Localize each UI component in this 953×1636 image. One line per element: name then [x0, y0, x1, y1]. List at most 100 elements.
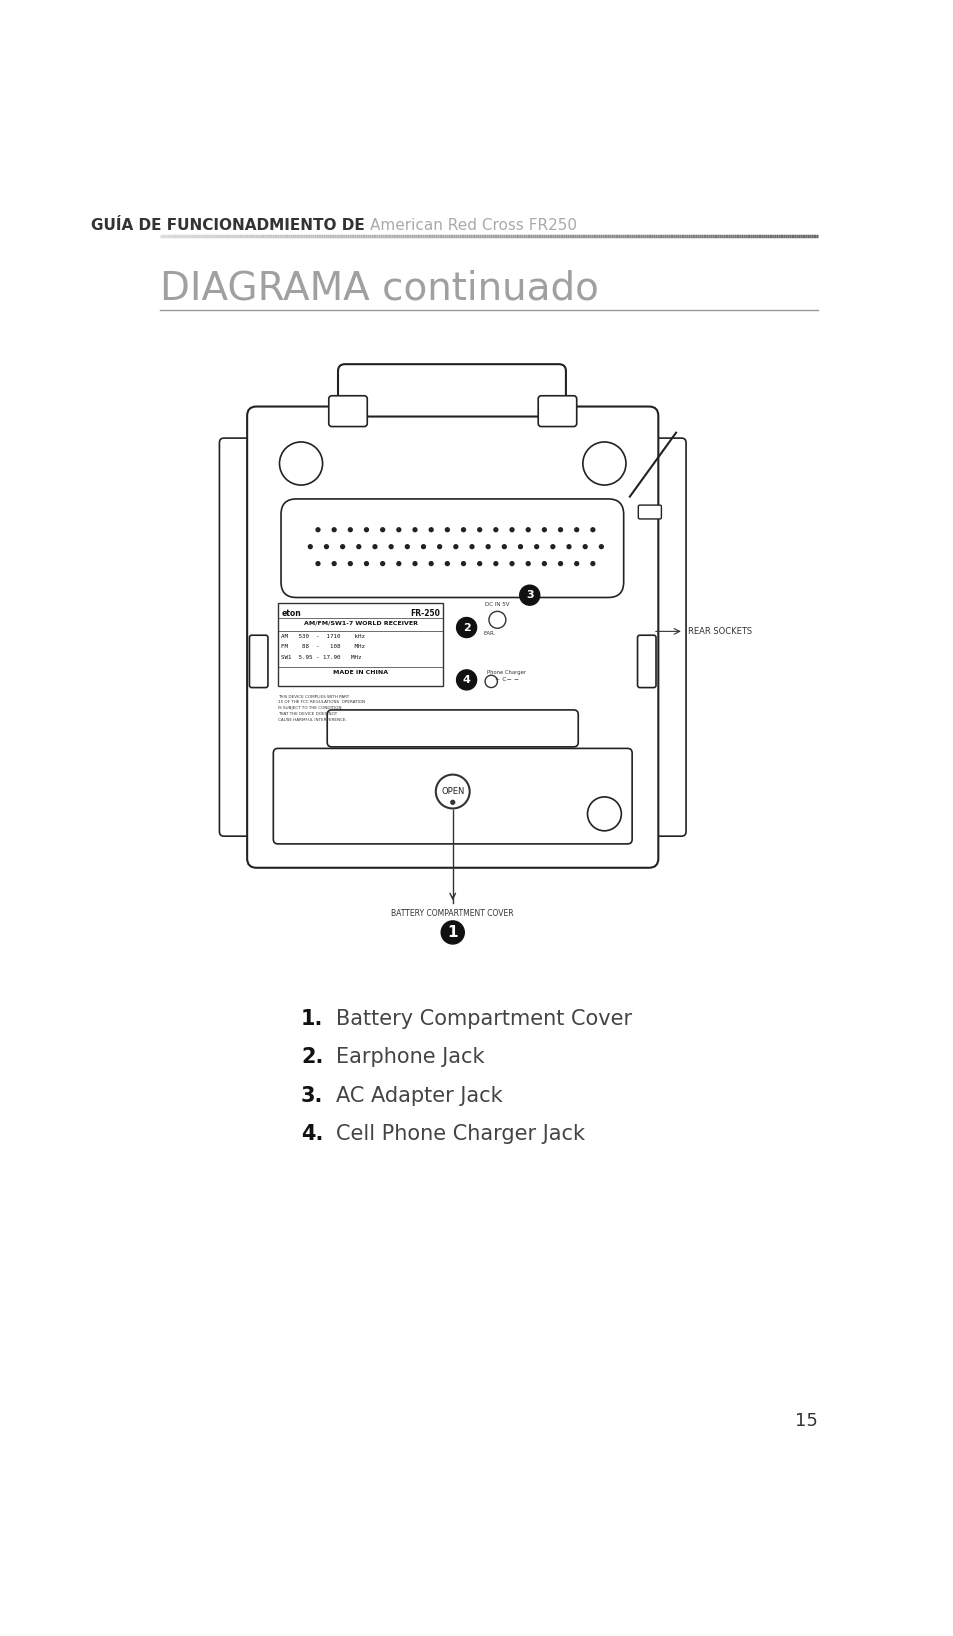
Circle shape: [558, 561, 562, 566]
Circle shape: [494, 561, 497, 566]
Circle shape: [389, 545, 393, 548]
Circle shape: [373, 545, 376, 548]
Text: 1.: 1.: [301, 1009, 323, 1029]
Circle shape: [484, 676, 497, 687]
Text: AM/FM/SW1-7 WORLD RECEIVER: AM/FM/SW1-7 WORLD RECEIVER: [303, 620, 417, 625]
Circle shape: [332, 528, 335, 532]
Text: 4: 4: [462, 676, 470, 685]
Circle shape: [456, 617, 476, 638]
Circle shape: [502, 545, 506, 548]
Circle shape: [535, 545, 538, 548]
Circle shape: [519, 586, 539, 605]
Text: Battery Compartment Cover: Battery Compartment Cover: [335, 1009, 631, 1029]
Circle shape: [574, 528, 578, 532]
Circle shape: [332, 561, 335, 566]
FancyBboxPatch shape: [337, 365, 565, 417]
Circle shape: [315, 561, 319, 566]
Bar: [277, 604, 443, 685]
Circle shape: [413, 528, 416, 532]
Circle shape: [421, 545, 425, 548]
FancyBboxPatch shape: [537, 396, 577, 427]
Circle shape: [526, 528, 530, 532]
Text: GUÍA DE FUNCIONADMIENTO DE: GUÍA DE FUNCIONADMIENTO DE: [91, 218, 365, 232]
Circle shape: [279, 442, 322, 484]
Circle shape: [477, 561, 481, 566]
Circle shape: [405, 545, 409, 548]
Circle shape: [461, 528, 465, 532]
Text: EAR.: EAR.: [483, 631, 496, 636]
Circle shape: [340, 545, 344, 548]
Circle shape: [510, 561, 514, 566]
Text: 1: 1: [447, 924, 457, 941]
Text: Cell Phone Charger Jack: Cell Phone Charger Jack: [335, 1124, 584, 1144]
Circle shape: [324, 545, 328, 548]
Circle shape: [510, 528, 514, 532]
Circle shape: [437, 545, 441, 548]
Circle shape: [542, 528, 546, 532]
Circle shape: [470, 545, 474, 548]
Circle shape: [440, 921, 464, 944]
Text: FR-250: FR-250: [410, 609, 439, 618]
Circle shape: [598, 545, 602, 548]
FancyBboxPatch shape: [274, 748, 632, 844]
Text: SW1  5.95 - 17.90   MHz: SW1 5.95 - 17.90 MHz: [281, 656, 361, 661]
Circle shape: [456, 669, 476, 690]
Circle shape: [582, 545, 586, 548]
Circle shape: [590, 528, 594, 532]
Text: + C− −: + C− −: [494, 677, 518, 682]
Circle shape: [477, 528, 481, 532]
FancyBboxPatch shape: [249, 635, 268, 687]
Text: OPEN: OPEN: [440, 787, 464, 797]
Text: American Red Cross FR250: American Red Cross FR250: [369, 218, 576, 232]
FancyBboxPatch shape: [219, 438, 265, 836]
Circle shape: [445, 561, 449, 566]
Text: AC Adapter Jack: AC Adapter Jack: [335, 1086, 502, 1106]
Circle shape: [486, 545, 490, 548]
Circle shape: [566, 545, 570, 548]
Circle shape: [429, 528, 433, 532]
Circle shape: [590, 561, 594, 566]
Text: Phone Charger: Phone Charger: [487, 669, 526, 674]
Text: 2: 2: [462, 623, 470, 633]
Circle shape: [454, 545, 457, 548]
Circle shape: [582, 442, 625, 484]
Circle shape: [436, 774, 469, 808]
Circle shape: [356, 545, 360, 548]
FancyBboxPatch shape: [329, 396, 367, 427]
FancyBboxPatch shape: [637, 635, 656, 687]
Circle shape: [348, 561, 352, 566]
Circle shape: [461, 561, 465, 566]
Circle shape: [526, 561, 530, 566]
FancyBboxPatch shape: [247, 406, 658, 867]
Text: DIAGRAMA continuado: DIAGRAMA continuado: [160, 270, 598, 308]
Circle shape: [308, 545, 312, 548]
Circle shape: [380, 528, 384, 532]
Circle shape: [396, 528, 400, 532]
Circle shape: [494, 528, 497, 532]
Circle shape: [488, 612, 505, 628]
Circle shape: [396, 561, 400, 566]
Text: 15: 15: [794, 1412, 817, 1430]
Circle shape: [364, 528, 368, 532]
Text: REAR SOCKETS: REAR SOCKETS: [687, 627, 751, 636]
Text: BATTERY COMPARTMENT COVER: BATTERY COMPARTMENT COVER: [391, 910, 514, 918]
Circle shape: [380, 561, 384, 566]
Circle shape: [364, 561, 368, 566]
FancyBboxPatch shape: [638, 506, 660, 519]
Circle shape: [574, 561, 578, 566]
Circle shape: [445, 528, 449, 532]
Circle shape: [451, 800, 455, 805]
Text: AM   530  -  1710    kHz: AM 530 - 1710 kHz: [281, 633, 365, 638]
Circle shape: [587, 797, 620, 831]
Circle shape: [550, 545, 555, 548]
Text: MADE IN CHINA: MADE IN CHINA: [333, 669, 388, 676]
Circle shape: [315, 528, 319, 532]
FancyBboxPatch shape: [327, 710, 578, 748]
FancyBboxPatch shape: [639, 438, 685, 836]
Text: DC IN 5V: DC IN 5V: [485, 602, 509, 607]
FancyBboxPatch shape: [281, 499, 623, 597]
Circle shape: [348, 528, 352, 532]
Circle shape: [558, 528, 562, 532]
Text: 2.: 2.: [301, 1047, 323, 1067]
Text: eton: eton: [281, 609, 301, 618]
